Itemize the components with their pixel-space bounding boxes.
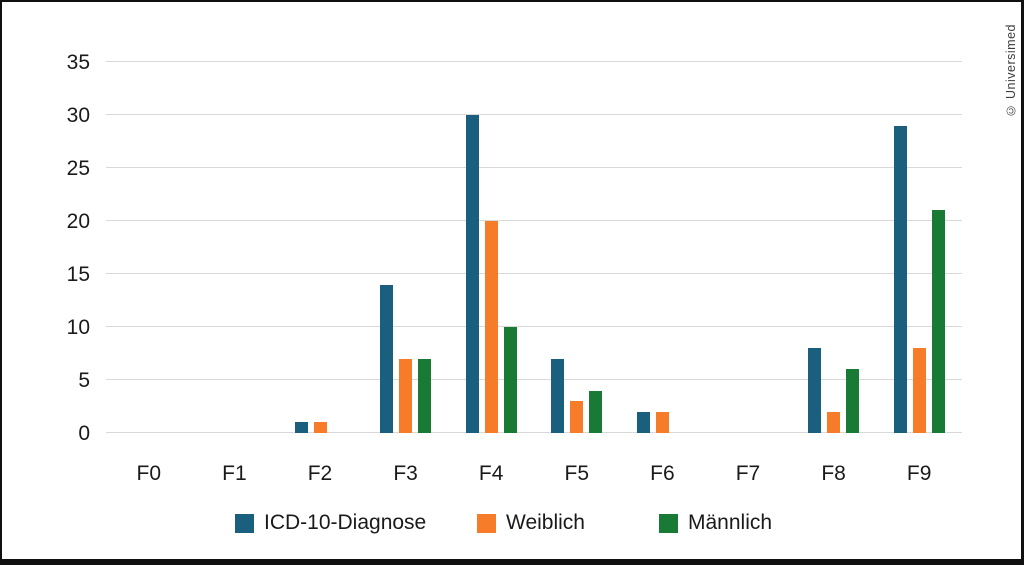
x-tick-label-F9: F9 bbox=[906, 462, 932, 485]
bar-F8-weiblich bbox=[827, 411, 841, 433]
bar-F4-weiblich bbox=[484, 221, 498, 433]
bar-F6-icd-10-diagnose bbox=[636, 411, 650, 433]
legend-swatch-icon bbox=[477, 513, 496, 533]
bar-F5-icd-10-diagnose bbox=[551, 358, 565, 433]
bar-F9-icd-10-diagnose bbox=[893, 125, 907, 433]
chart-legend: ICD-10-Diagnose Weiblich Männlich bbox=[2, 511, 1021, 535]
bar-F3-icd-10-diagnose bbox=[380, 284, 394, 433]
bar-F4-icd-10-diagnose bbox=[465, 115, 479, 433]
bar-F3-m-nnlich bbox=[418, 358, 432, 433]
x-tick-label-F4: F4 bbox=[478, 462, 504, 485]
bar-F6-weiblich bbox=[655, 411, 669, 433]
gridline-y-0 bbox=[106, 432, 962, 433]
gridline-y-35 bbox=[106, 61, 962, 62]
legend-item-icd-10-diagnose: ICD-10-Diagnose bbox=[235, 511, 426, 535]
x-tick-label-F1: F1 bbox=[222, 462, 247, 485]
x-axis-tick-labels: F0 F1 F2 F3 F4 F5 F6 F7 F8 F9 bbox=[106, 462, 962, 488]
gridline-y-30 bbox=[106, 114, 962, 115]
y-tick-label-20: 20 bbox=[66, 210, 90, 233]
legend-swatch-icon bbox=[659, 513, 678, 533]
bar-group-F6 bbox=[636, 411, 688, 433]
y-tick-label-30: 30 bbox=[66, 104, 90, 127]
bar-group-F8 bbox=[808, 348, 860, 433]
bar-group-F4 bbox=[465, 115, 517, 433]
x-tick-label-F5: F5 bbox=[564, 462, 590, 485]
bar-F8-m-nnlich bbox=[846, 369, 860, 433]
legend-label: ICD-10-Diagnose bbox=[264, 511, 427, 534]
bar-group-F5 bbox=[551, 358, 603, 433]
bar-group-F9 bbox=[893, 125, 945, 433]
legend-item-weiblich: Weiblich bbox=[477, 511, 585, 535]
bar-group-F2 bbox=[294, 422, 346, 433]
bar-F5-weiblich bbox=[570, 401, 584, 433]
gridline-y-25 bbox=[106, 167, 962, 168]
bar-F4-m-nnlich bbox=[503, 327, 517, 433]
gridline-y-10 bbox=[106, 326, 962, 327]
legend-label: Männlich bbox=[688, 511, 773, 534]
y-tick-label-15: 15 bbox=[66, 263, 90, 286]
bar-F9-weiblich bbox=[912, 348, 926, 433]
y-tick-label-10: 10 bbox=[66, 316, 90, 339]
plot-area bbox=[106, 61, 962, 433]
legend-label: Weiblich bbox=[506, 511, 585, 534]
bar-F3-weiblich bbox=[399, 358, 413, 433]
gridline-y-15 bbox=[106, 273, 962, 274]
bar-group-F3 bbox=[380, 284, 432, 433]
gridline-y-20 bbox=[106, 220, 962, 221]
credit-text: © Universimed bbox=[1004, 24, 1018, 118]
y-tick-label-35: 35 bbox=[66, 51, 90, 74]
bar-F5-m-nnlich bbox=[589, 390, 603, 433]
y-tick-label-5: 5 bbox=[78, 369, 90, 392]
y-tick-label-25: 25 bbox=[66, 157, 90, 180]
bar-F8-icd-10-diagnose bbox=[808, 348, 822, 433]
gridline-y-5 bbox=[106, 379, 962, 380]
x-tick-label-F6: F6 bbox=[650, 462, 675, 485]
bar-F9-m-nnlich bbox=[931, 210, 945, 433]
legend-swatch-icon bbox=[235, 513, 254, 533]
x-tick-label-F0: F0 bbox=[136, 462, 162, 485]
y-tick-label-0: 0 bbox=[78, 422, 90, 445]
x-tick-label-F3: F3 bbox=[393, 462, 418, 485]
x-tick-label-F8: F8 bbox=[821, 462, 846, 485]
legend-item-m-nnlich: Männlich bbox=[659, 511, 772, 535]
bar-F2-weiblich bbox=[313, 422, 327, 433]
bar-F2-icd-10-diagnose bbox=[294, 422, 308, 433]
x-tick-label-F7: F7 bbox=[735, 462, 761, 485]
x-tick-label-F2: F2 bbox=[307, 462, 333, 485]
